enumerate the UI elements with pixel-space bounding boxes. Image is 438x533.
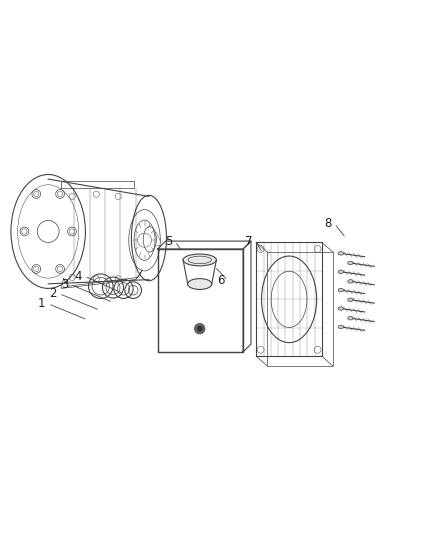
Ellipse shape — [338, 270, 343, 273]
Text: 2: 2 — [49, 287, 57, 300]
Ellipse shape — [338, 307, 343, 310]
Text: 3: 3 — [61, 278, 68, 292]
Circle shape — [194, 324, 205, 334]
Ellipse shape — [348, 261, 353, 265]
Ellipse shape — [348, 280, 353, 283]
Text: 1: 1 — [38, 297, 46, 310]
Ellipse shape — [338, 252, 343, 255]
Ellipse shape — [348, 298, 353, 302]
Circle shape — [197, 326, 203, 332]
Text: 5: 5 — [165, 235, 172, 248]
Text: 4: 4 — [74, 270, 82, 282]
Text: 6: 6 — [217, 274, 225, 287]
Text: 7: 7 — [245, 235, 253, 248]
Ellipse shape — [348, 317, 353, 320]
Text: 8: 8 — [324, 217, 331, 230]
Ellipse shape — [187, 279, 212, 289]
Ellipse shape — [338, 288, 343, 292]
Ellipse shape — [338, 325, 343, 329]
Ellipse shape — [183, 254, 216, 266]
